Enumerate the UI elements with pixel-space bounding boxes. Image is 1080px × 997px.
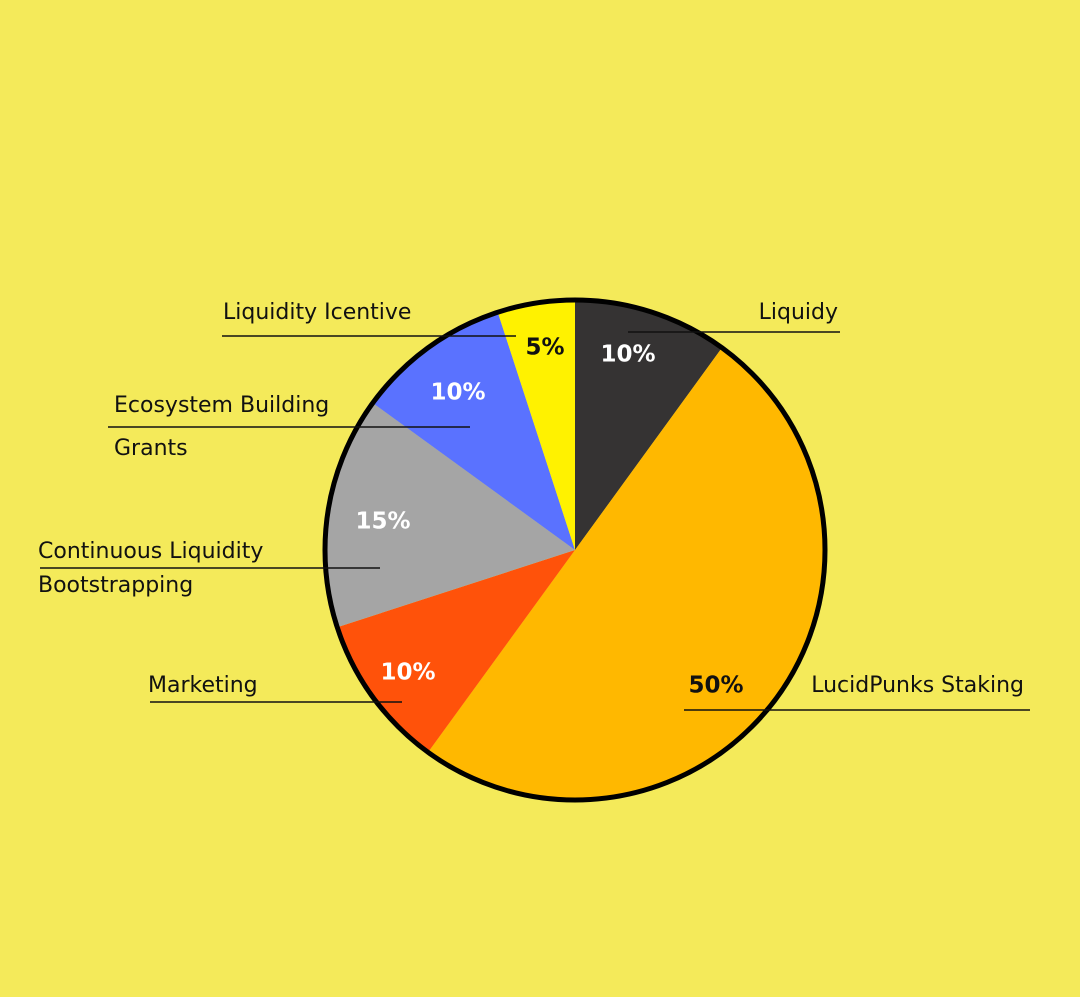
pie-slice-0	[575, 300, 722, 550]
category-label-line: Continuous Liquidity	[38, 539, 263, 564]
pie-slice-4	[372, 312, 575, 550]
percent-label-1: 50%	[688, 673, 743, 699]
category-label-line: Marketing	[148, 673, 258, 698]
category-label-line: Liquidity Icentive	[223, 300, 411, 325]
percent-label-4: 10%	[430, 380, 485, 406]
category-label-line: Liquidy	[759, 300, 838, 325]
category-label-line: Grants	[114, 436, 188, 461]
category-label-2: Marketing	[148, 673, 258, 698]
percent-labels: 10% 50% 10% 15% 10% 5%	[355, 335, 743, 699]
pie-slice-1	[428, 347, 825, 801]
category-label-0: Liquidy	[759, 300, 838, 325]
category-label-5: Liquidity Icentive	[223, 300, 411, 325]
leader-lines	[40, 331, 1030, 711]
category-labels: Liquidy LucidPunks Staking Marketing Contin…	[38, 300, 1024, 698]
category-label-line: Ecosystem Building	[114, 393, 329, 418]
percent-label-3: 15%	[355, 509, 410, 535]
pie-slices	[325, 300, 825, 801]
category-label-3: Continuous Liquidity Bootstrapping	[38, 539, 263, 598]
category-label-1: LucidPunks Staking	[811, 673, 1024, 698]
pie-slice-5	[497, 300, 575, 550]
pie-outline	[322, 297, 828, 803]
category-label-line: Bootstrapping	[38, 573, 193, 598]
pie-slice-3	[325, 403, 575, 628]
percent-label-0: 10%	[600, 342, 655, 368]
percent-label-2: 10%	[380, 660, 435, 686]
category-label-line: LucidPunks Staking	[811, 673, 1024, 698]
percent-label-5: 5%	[525, 335, 564, 361]
category-label-4: Ecosystem Building Grants	[114, 393, 329, 461]
